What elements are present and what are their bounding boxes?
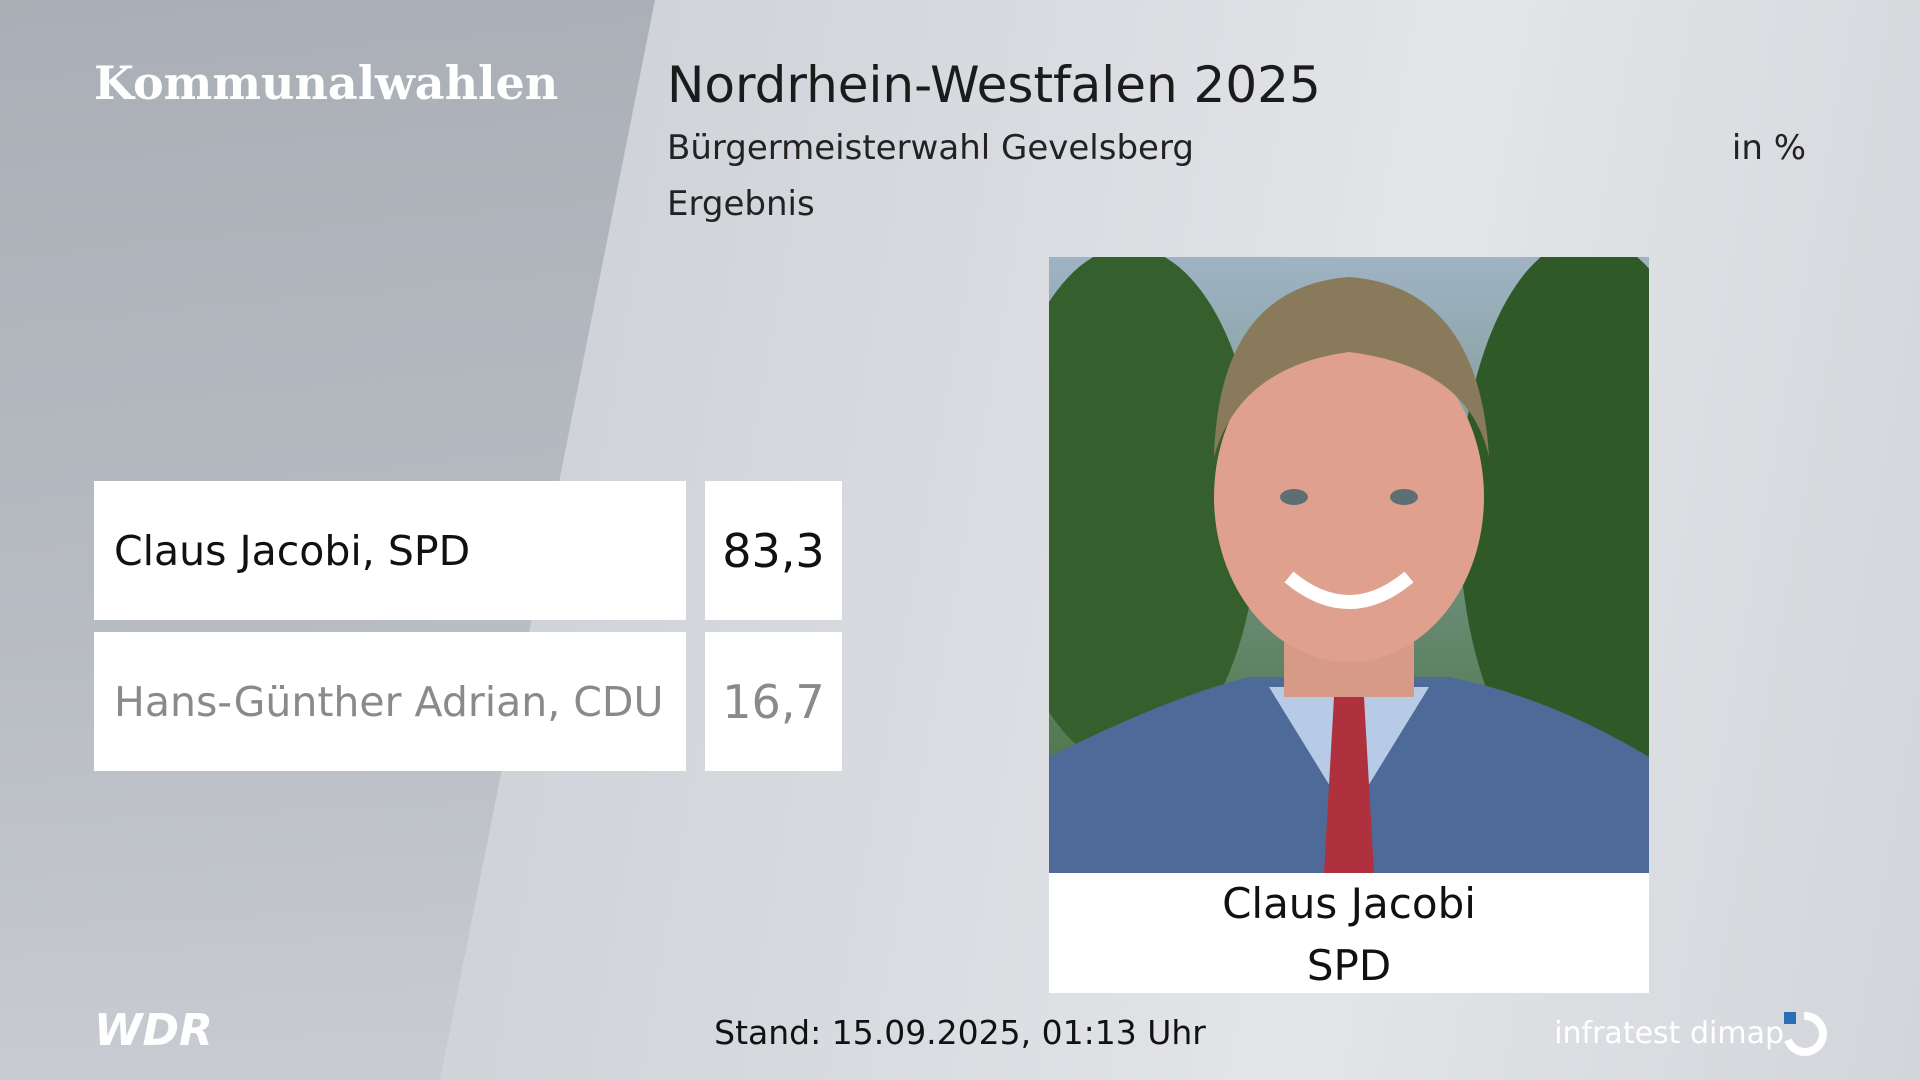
candidate-value: 83,3	[705, 481, 842, 620]
title: Nordrhein-Westfalen 2025	[667, 56, 1321, 114]
candidate-name: Claus Jacobi, SPD	[94, 481, 686, 620]
source: infratest dimap	[1554, 1016, 1784, 1051]
subtitle: Bürgermeisterwahl Gevelsberg	[667, 128, 1194, 168]
candidate-value: 16,7	[705, 632, 842, 771]
winner-name: Claus Jacobi	[1222, 879, 1476, 928]
winner-party: SPD	[1306, 941, 1392, 990]
brand: Kommunalwahlen	[94, 56, 559, 110]
timestamp: Stand: 15.09.2025, 01:13 Uhr	[714, 1013, 1206, 1052]
source-logo	[1784, 1011, 1827, 1056]
candidate-name: Hans-Günther Adrian, CDU	[94, 632, 686, 771]
broadcaster-logo: WDR	[94, 1005, 213, 1056]
candidate-photo	[1049, 257, 1649, 873]
photo-caption: Claus Jacobi SPD	[1049, 873, 1649, 993]
unit: in %	[1731, 128, 1806, 168]
status: Ergebnis	[667, 184, 815, 224]
